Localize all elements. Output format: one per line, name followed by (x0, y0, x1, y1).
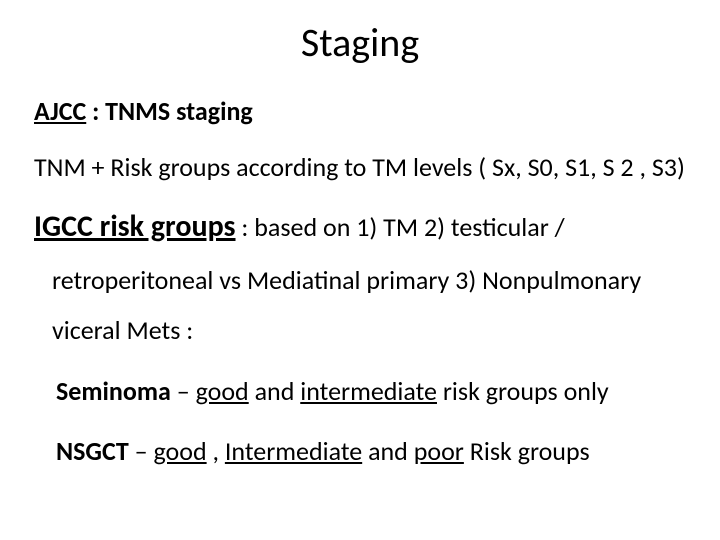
nsgct-mid1: , (207, 435, 225, 467)
seminoma-intermediate: intermediate (300, 375, 437, 407)
igcc-rest-1: : based on 1) TM 2) testicular / (236, 211, 565, 243)
ajcc-rest: : TNMS staging (86, 95, 253, 127)
slide-container: Staging AJCC : TNMS staging TNM + Risk g… (0, 0, 720, 540)
seminoma-dash: – (171, 375, 196, 407)
nsgct-line: NSGCT – good , Intermediate and poor Ris… (34, 431, 686, 471)
igcc-line-2: retroperitoneal vs Mediatinal primary 3)… (34, 260, 686, 300)
nsgct-good: good (153, 435, 206, 467)
nsgct-mid2: and (362, 435, 414, 467)
igcc-line-3: viceral Mets : (34, 310, 686, 350)
seminoma-line: Seminoma – good and intermediate risk gr… (34, 371, 686, 411)
seminoma-label: Seminoma (56, 375, 171, 407)
nsgct-rest: Risk groups (464, 435, 590, 467)
nsgct-label: NSGCT (56, 435, 129, 467)
slide-title: Staging (34, 18, 686, 67)
ajcc-label: AJCC (34, 95, 86, 127)
seminoma-rest: risk groups only (437, 375, 609, 407)
nsgct-dash: – (129, 435, 154, 467)
ajcc-line: AJCC : TNMS staging (34, 91, 686, 131)
tnm-line: TNM + Risk groups according to TM levels… (34, 147, 686, 187)
seminoma-good: good (196, 375, 249, 407)
seminoma-mid: and (249, 375, 301, 407)
spacer (34, 361, 686, 371)
nsgct-poor: poor (414, 435, 464, 467)
nsgct-intermediate: Intermediate (225, 435, 362, 467)
igcc-line-1: IGCC risk groups : based on 1) TM 2) tes… (34, 204, 686, 251)
spacer (34, 421, 686, 431)
igcc-label: IGCC risk groups (34, 208, 236, 245)
